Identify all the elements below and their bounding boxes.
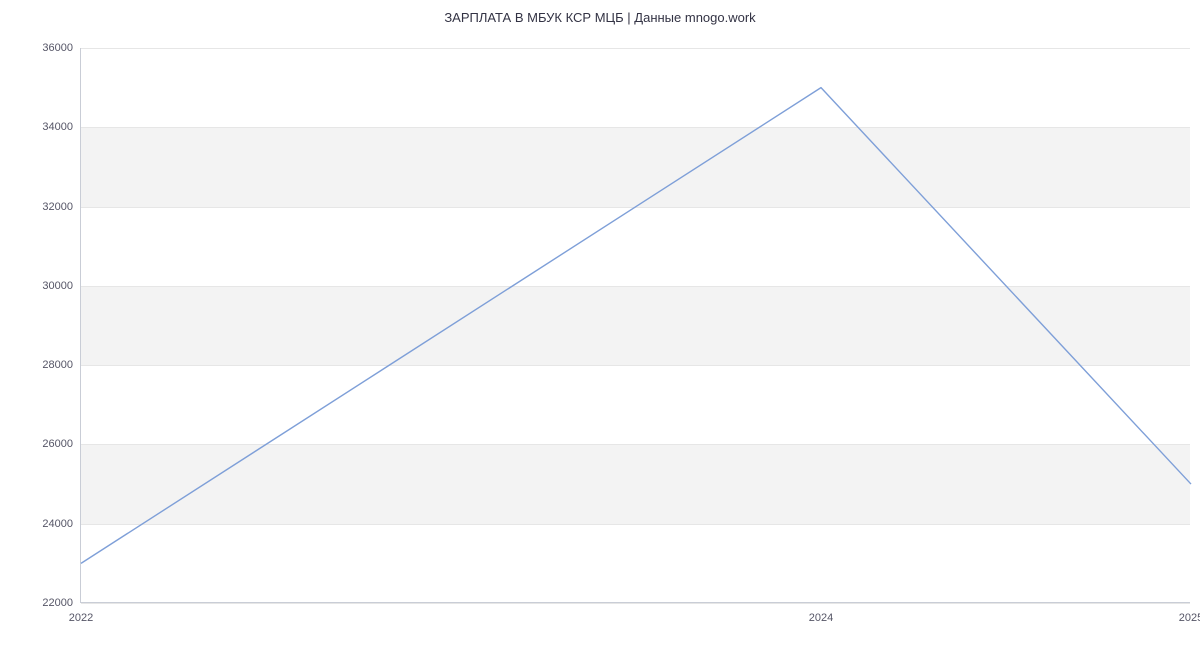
salary-chart: ЗАРПЛАТА В МБУК КСР МЦБ | Данные mnogo.w… (0, 0, 1200, 650)
x-tick-label: 2025 (1179, 602, 1200, 624)
y-tick-label: 26000 (42, 438, 81, 450)
chart-title: ЗАРПЛАТА В МБУК КСР МЦБ | Данные mnogo.w… (0, 10, 1200, 25)
y-gridline (81, 603, 1190, 604)
y-tick-label: 34000 (42, 121, 81, 133)
plot-area: 2200024000260002800030000320003400036000… (80, 48, 1190, 603)
y-tick-label: 24000 (42, 518, 81, 530)
y-tick-label: 28000 (42, 359, 81, 371)
x-tick-label: 2024 (809, 602, 833, 624)
y-tick-label: 32000 (42, 201, 81, 213)
y-tick-label: 30000 (42, 280, 81, 292)
line-layer (81, 48, 1191, 603)
x-tick-label: 2022 (69, 602, 93, 624)
series-salary (81, 88, 1191, 564)
y-tick-label: 36000 (42, 42, 81, 54)
